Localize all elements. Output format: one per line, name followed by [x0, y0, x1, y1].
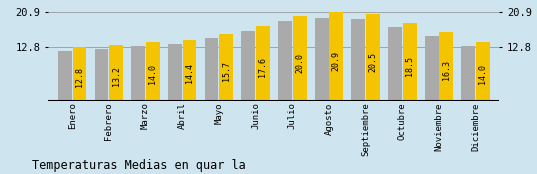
Text: 15.7: 15.7: [222, 61, 231, 81]
Bar: [351, 19, 365, 101]
Bar: [168, 44, 182, 101]
Text: 18.5: 18.5: [405, 56, 414, 76]
Bar: [109, 45, 123, 101]
Text: 14.0: 14.0: [148, 64, 157, 84]
Bar: [315, 18, 329, 101]
Bar: [425, 36, 439, 101]
Bar: [256, 26, 270, 101]
Text: 20.5: 20.5: [368, 52, 378, 72]
Bar: [293, 16, 307, 101]
Bar: [403, 23, 417, 101]
Bar: [329, 12, 343, 101]
Bar: [366, 14, 380, 101]
Bar: [95, 49, 108, 101]
Bar: [58, 51, 72, 101]
Bar: [439, 32, 453, 101]
Text: 17.6: 17.6: [258, 57, 267, 77]
Text: 12.8: 12.8: [75, 66, 84, 86]
Text: 20.9: 20.9: [332, 51, 340, 71]
Bar: [388, 27, 402, 101]
Bar: [461, 46, 475, 101]
Bar: [476, 42, 490, 101]
Text: 14.0: 14.0: [478, 64, 488, 84]
Bar: [72, 47, 86, 101]
Bar: [146, 42, 160, 101]
Bar: [131, 46, 145, 101]
Bar: [241, 31, 255, 101]
Bar: [183, 40, 197, 101]
Text: 13.2: 13.2: [112, 66, 121, 86]
Text: 20.0: 20.0: [295, 53, 304, 73]
Bar: [205, 38, 219, 101]
Text: Temperaturas Medias en quar la: Temperaturas Medias en quar la: [32, 159, 246, 172]
Bar: [219, 34, 233, 101]
Bar: [278, 21, 292, 101]
Text: 16.3: 16.3: [442, 60, 451, 80]
Text: 14.4: 14.4: [185, 64, 194, 84]
